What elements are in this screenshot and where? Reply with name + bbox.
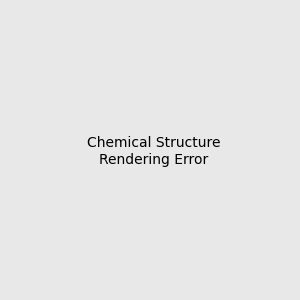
Text: Chemical Structure
Rendering Error: Chemical Structure Rendering Error xyxy=(87,136,220,166)
